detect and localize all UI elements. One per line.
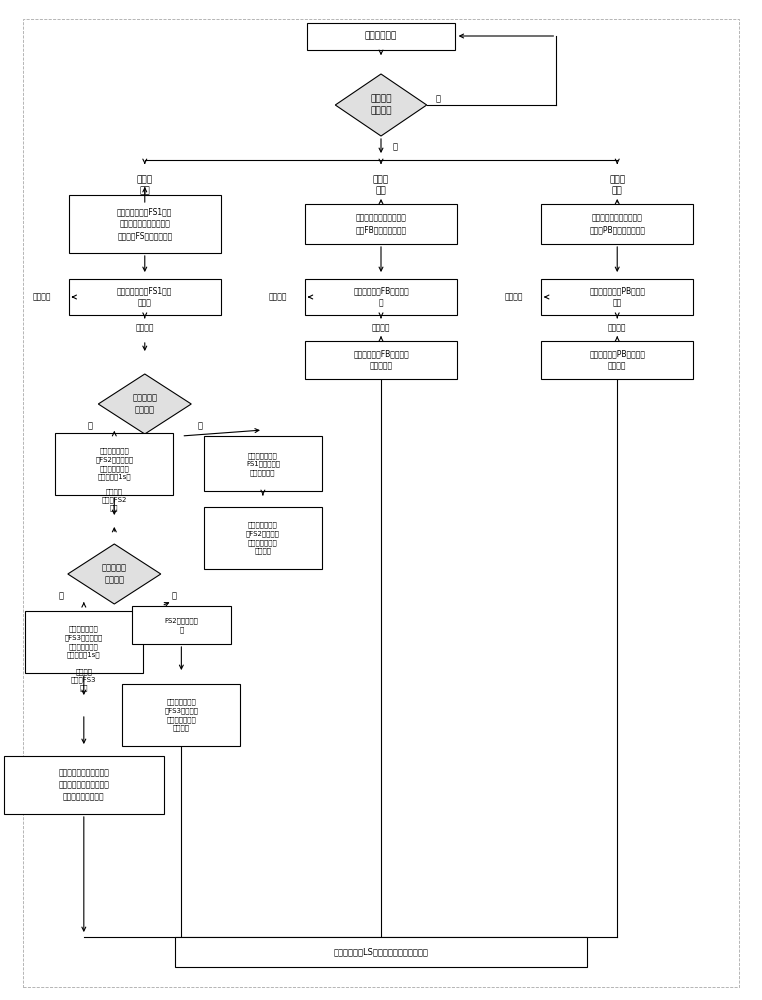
Text: 线路正常运行: 线路正常运行 [365, 31, 397, 40]
Text: 时间级差配合，分支线断
路器FB先跳闸切除故障: 时间级差配合，分支线断 路器FB先跳闸切除故障 [355, 214, 407, 234]
FancyBboxPatch shape [55, 433, 173, 495]
Polygon shape [98, 374, 191, 434]
Text: 时间级差配合，用户分界
断路器PB先跳闸切除故障: 时间级差配合，用户分界 断路器PB先跳闸切除故障 [589, 214, 645, 234]
Text: 完成延时
计时，FS3
合闸: 完成延时 计时，FS3 合闸 [71, 669, 97, 691]
FancyBboxPatch shape [305, 204, 457, 244]
Text: 第三台分段断路
器FS3检测到一侧
得电，启动延时
合闸计时（1s）: 第三台分段断路 器FS3检测到一侧 得电，启动延时 合闸计时（1s） [65, 626, 103, 658]
Text: 首台分段断路器
FS1启动后加速
跳闸隔离故障: 首台分段断路器 FS1启动后加速 跳闸隔离故障 [246, 452, 280, 476]
Text: 瞬时故障: 瞬时故障 [33, 292, 51, 302]
Text: 分支线
故障: 分支线 故障 [373, 175, 389, 195]
Text: 是: 是 [197, 422, 202, 430]
FancyBboxPatch shape [69, 279, 221, 315]
Text: 永久故障: 永久故障 [136, 324, 154, 332]
FancyBboxPatch shape [541, 279, 693, 315]
FancyBboxPatch shape [305, 341, 457, 379]
Text: 用户分界断路器PB启动重
合闸: 用户分界断路器PB启动重 合闸 [589, 287, 645, 307]
Text: 永久故障: 永久故障 [372, 324, 390, 332]
FancyBboxPatch shape [23, 19, 739, 987]
Text: 瞬时故障: 瞬时故障 [505, 292, 523, 302]
Text: 用户侧
故障: 用户侧 故障 [609, 175, 626, 195]
FancyBboxPatch shape [4, 756, 164, 814]
FancyBboxPatch shape [69, 195, 221, 253]
Text: 第三台分段断路
器FS3检测到残
压启动闭锁合闸
隔离故障: 第三台分段断路 器FS3检测到残 压启动闭锁合闸 隔离故障 [165, 699, 198, 731]
Text: 是: 是 [171, 592, 176, 600]
Text: 首台分段断路器FS1跳闸
切除故障，主干线其余分
段断路器FS线路失压分闸: 首台分段断路器FS1跳闸 切除故障，主干线其余分 段断路器FS线路失压分闸 [117, 208, 172, 240]
FancyBboxPatch shape [541, 204, 693, 244]
Text: 是: 是 [392, 142, 397, 151]
Text: 分支线断路器FB启动重合
闸: 分支线断路器FB启动重合 闸 [353, 287, 409, 307]
FancyBboxPatch shape [132, 606, 231, 644]
FancyBboxPatch shape [203, 507, 322, 569]
Text: FS2跳闸隔离故
障: FS2跳闸隔离故 障 [165, 617, 198, 633]
Text: 分支线断路器FB后加速跳
闸隔离故障: 分支线断路器FB后加速跳 闸隔离故障 [353, 350, 409, 370]
Text: 完成延时
计时，FS2
合闸: 完成延时 计时，FS2 合闸 [101, 489, 127, 511]
FancyBboxPatch shape [305, 279, 457, 315]
FancyBboxPatch shape [122, 684, 241, 746]
FancyBboxPatch shape [541, 341, 693, 379]
FancyBboxPatch shape [306, 22, 455, 49]
Text: 线路分段断路器依次合闸
至故障区域，依据上述逻
辑完成故障区域隔离: 线路分段断路器依次合闸 至故障区域，依据上述逻 辑完成故障区域隔离 [59, 769, 109, 801]
FancyBboxPatch shape [24, 611, 143, 673]
Polygon shape [68, 544, 161, 604]
Text: 遥控联络开关LS合闸恢复非故障区域供电: 遥控联络开关LS合闸恢复非故障区域供电 [334, 948, 428, 956]
FancyBboxPatch shape [203, 436, 322, 491]
Text: 永久故障: 永久故障 [608, 324, 626, 332]
Text: 分支线断路器PB后速跳闸
隔离故障: 分支线断路器PB后速跳闸 隔离故障 [589, 350, 645, 370]
Text: 首台分段断路器FS1启动
重合闸: 首台分段断路器FS1启动 重合闸 [117, 287, 172, 307]
Text: 第二台分段断路
器FS2检测到残
压启动闭锁合闸
隔离故障: 第二台分段断路 器FS2检测到残 压启动闭锁合闸 隔离故障 [246, 522, 280, 554]
Text: 是否合闸于
故障区域: 是否合闸于 故障区域 [133, 394, 157, 414]
Text: 否: 否 [436, 95, 440, 104]
Text: 主干线
故障: 主干线 故障 [136, 175, 153, 195]
Text: 瞬时故障: 瞬时故障 [269, 292, 287, 302]
FancyBboxPatch shape [175, 937, 587, 967]
Text: 是否合闸于
故障区域: 是否合闸于 故障区域 [102, 564, 126, 584]
Text: 线路发生
短路故障: 线路发生 短路故障 [370, 95, 392, 115]
Polygon shape [335, 74, 427, 136]
Text: 否: 否 [59, 592, 63, 600]
Text: 否: 否 [88, 422, 92, 430]
Text: 第二台分段断路
器FS2检测到一侧
得电，启动延时
合闸计时（1s）: 第二台分段断路 器FS2检测到一侧 得电，启动延时 合闸计时（1s） [95, 448, 133, 480]
